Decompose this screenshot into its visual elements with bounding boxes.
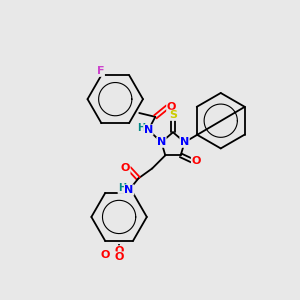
Text: H: H [137,123,146,134]
Text: N: N [144,125,153,135]
Text: H: H [118,184,126,194]
Text: O: O [191,156,201,166]
Text: O: O [114,252,124,262]
Text: N: N [157,137,166,147]
Text: F: F [97,66,104,76]
Text: N: N [180,137,189,147]
Text: O: O [100,250,110,260]
Text: O: O [114,246,124,256]
Text: N: N [124,185,134,195]
Text: S: S [169,110,177,120]
Text: O: O [167,102,176,112]
Text: O: O [121,164,130,173]
